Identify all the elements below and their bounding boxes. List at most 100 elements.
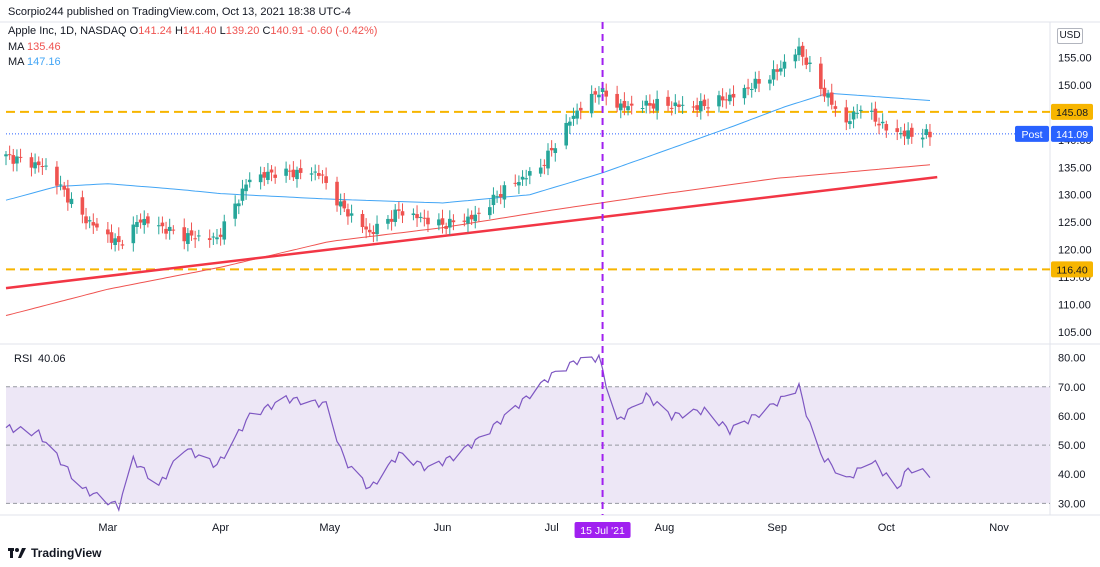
candle-body (775, 69, 779, 72)
candle-body (731, 93, 736, 98)
candle-body (899, 133, 903, 135)
candle-body (295, 169, 299, 180)
candle-body (524, 178, 528, 180)
candle-body (495, 196, 499, 198)
candle-body (902, 130, 907, 137)
support-trendline (5, 175, 938, 290)
candle-body (571, 115, 576, 119)
candle-body (266, 171, 270, 180)
candle-body (193, 238, 197, 240)
level-price-tag (1051, 261, 1093, 278)
candle-body (724, 99, 729, 101)
candle-body (542, 164, 547, 166)
candle-body (29, 157, 34, 168)
candle-body (717, 95, 721, 107)
rsi-line (5, 353, 931, 512)
candle-body (284, 168, 288, 176)
candle-body (651, 103, 656, 109)
candle-body (822, 87, 827, 97)
ma-fast-line (5, 92, 931, 204)
candle-body (247, 179, 252, 183)
candle-body (7, 154, 12, 156)
post-price-tag (1051, 125, 1093, 142)
ohlc-c: 140.91 (270, 25, 305, 37)
candle-body (346, 209, 350, 217)
candle-body (746, 87, 750, 89)
candle-body (40, 166, 45, 168)
candle-body (880, 121, 885, 124)
candle-body (15, 156, 19, 164)
ma-fast-legend: MA 135.46 (8, 41, 61, 53)
month-tick-label: Mar (98, 522, 117, 534)
candle-body (375, 223, 379, 235)
candle-body (749, 88, 754, 90)
candle-body (262, 172, 267, 178)
candle-body (517, 182, 521, 186)
candle-body (233, 203, 237, 219)
candle-body (36, 161, 41, 166)
candle-body (538, 167, 543, 174)
month-tick-label: Nov (989, 522, 1009, 534)
candle-body (116, 236, 121, 243)
candle-body (771, 69, 776, 80)
candle-body (575, 110, 579, 119)
candle-body (211, 236, 216, 238)
candle-body (313, 171, 317, 173)
candle-body (498, 194, 503, 198)
candle-body (167, 226, 172, 231)
candle-body (287, 170, 292, 172)
candle-body (364, 226, 368, 230)
candle-body (706, 107, 710, 109)
candle-body (451, 220, 456, 223)
candle-body (106, 229, 110, 235)
candle-body (386, 218, 390, 224)
candle-body (80, 197, 85, 215)
currency-button[interactable]: USD (1057, 28, 1083, 44)
level-price-label: 145.08 (1056, 107, 1088, 119)
candle-body (869, 110, 874, 112)
candle-body (768, 79, 772, 84)
ohlc-values: O141.24 H141.40 L139.20 C140.91 (129, 25, 305, 37)
candle-body (604, 90, 609, 97)
candle-body (680, 104, 685, 106)
candle-body (564, 122, 568, 146)
candle-body (4, 154, 8, 157)
ohlc-h: 141.40 (182, 25, 217, 37)
month-tick-label: Apr (212, 522, 229, 534)
ma-slow-legend: MA 147.16 (8, 56, 61, 68)
candle-body (18, 156, 23, 158)
candle-body (859, 109, 863, 111)
price-tick-label: 110.00 (1058, 300, 1091, 312)
candle-body (666, 96, 670, 106)
candle-body (244, 184, 248, 192)
tradingview-logo: TradingView (8, 546, 101, 560)
candle-body (742, 87, 747, 99)
price-tick-label: 120.00 (1058, 245, 1092, 257)
candle-body (920, 137, 925, 140)
date-crosshair-tag (574, 522, 631, 538)
candle-body (568, 121, 572, 126)
month-tick-label: May (319, 522, 340, 534)
candle-body (691, 106, 696, 108)
candle-body (109, 232, 114, 243)
candle-body (237, 203, 241, 207)
candle-body (520, 176, 525, 180)
candle-body (135, 222, 139, 227)
candle-body (164, 228, 168, 234)
candle-body (655, 98, 659, 111)
candle-body (113, 238, 117, 246)
candle-body (549, 147, 554, 151)
candle-body (142, 218, 147, 226)
level-price-label: 116.40 (1056, 264, 1087, 276)
candle-body (909, 127, 914, 137)
symbol-name: Apple Inc, 1D, NASDAQ (8, 25, 127, 37)
candle-body (196, 235, 201, 237)
candle-body (673, 102, 678, 107)
candle-body (400, 211, 405, 216)
candle-body (851, 111, 856, 120)
candle-body (626, 106, 630, 111)
candle-body (426, 217, 430, 225)
candle-body (502, 185, 507, 200)
candle-body (240, 188, 245, 201)
